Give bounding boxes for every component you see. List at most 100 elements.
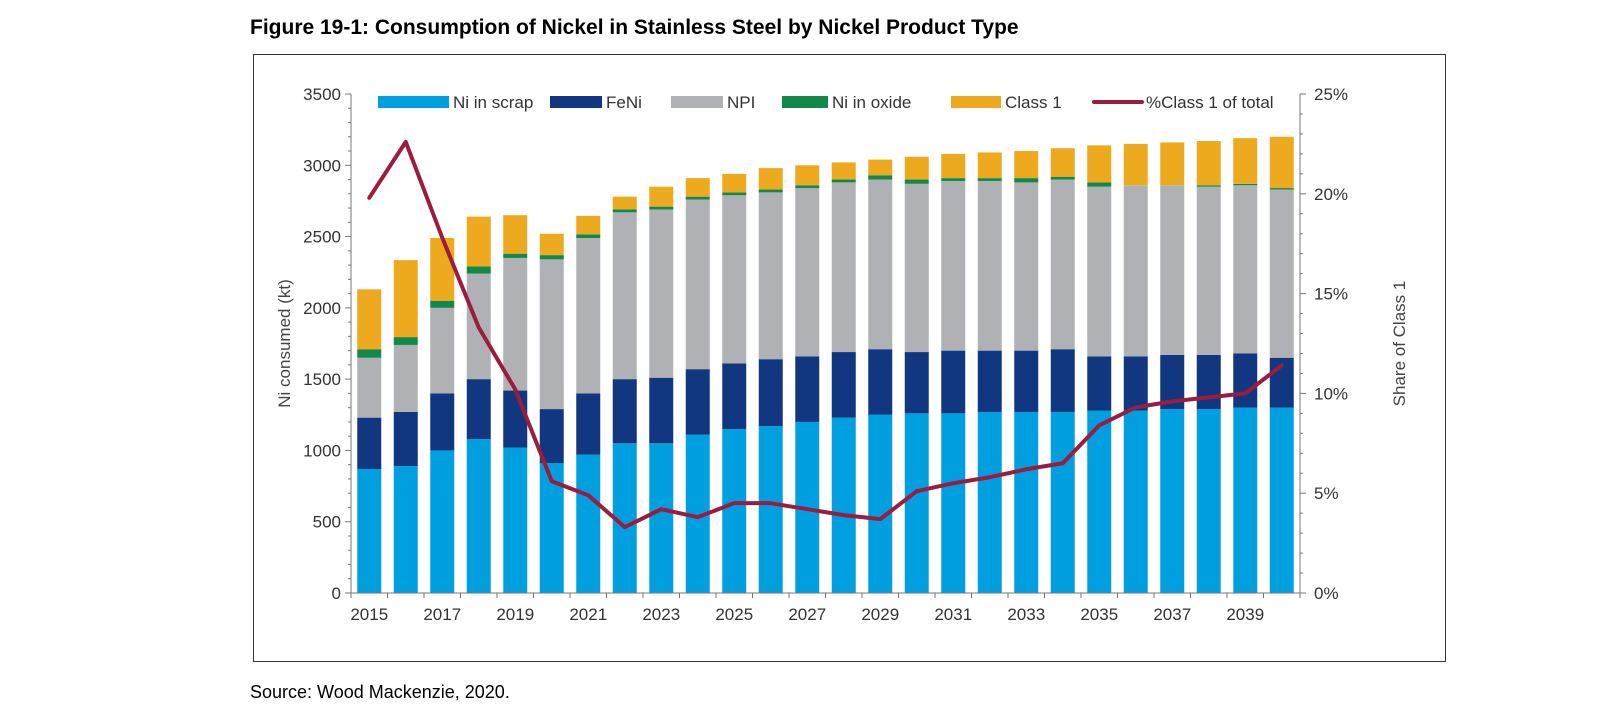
- bar-feni-2018: [466, 379, 491, 440]
- bar-class-1-2019: [503, 215, 528, 254]
- bar-feni-2023: [649, 377, 674, 444]
- y-tick-label: 3000: [303, 156, 341, 175]
- x-tick-label: 2031: [934, 605, 972, 624]
- bar-npi-2035: [1087, 186, 1112, 357]
- bar-ni-in-oxide-2034: [1050, 176, 1075, 180]
- bar-npi-2027: [795, 188, 820, 357]
- bar-npi-2017: [430, 307, 455, 394]
- bar-npi-2026: [758, 192, 783, 360]
- legend-label-feni: FeNi: [606, 93, 642, 112]
- legend-label-ni-in-oxide: Ni in oxide: [832, 93, 911, 112]
- y-tick-label: 3500: [303, 85, 341, 104]
- bar-class-1-2016: [393, 260, 418, 338]
- bar-class-1-2023: [649, 186, 674, 207]
- y2-tick-label: 15%: [1314, 285, 1348, 304]
- bar-ni-in-oxide-2027: [795, 185, 820, 189]
- x-tick-label: 2033: [1007, 605, 1045, 624]
- bar-feni-2022: [612, 379, 637, 444]
- bar-feni-2025: [722, 363, 747, 430]
- bar-class-1-2022: [612, 196, 637, 210]
- y-tick-label: 0: [332, 584, 341, 603]
- bar-class-1-2015: [357, 289, 382, 350]
- x-tick-label: 2037: [1153, 605, 1191, 624]
- bar-npi-2040: [1269, 189, 1294, 358]
- bar-ni-in-oxide-2039: [1233, 183, 1258, 186]
- bar-feni-2021: [576, 393, 601, 455]
- bar-ni-in-oxide-2020: [539, 255, 564, 260]
- bar-ni-in-scrap-2035: [1087, 410, 1112, 593]
- legend-label--class-1-of-total: %Class 1 of total: [1146, 93, 1274, 112]
- x-tick-label: 2035: [1080, 605, 1118, 624]
- bar-class-1-2035: [1087, 145, 1112, 183]
- bar-ni-in-scrap-2039: [1233, 407, 1258, 593]
- bar-feni-2027: [795, 356, 820, 422]
- bar-feni-2020: [539, 409, 564, 464]
- chart: 0 500 1000 1500 2000 2500 3000 3500 0% 5% 10% 15% 20…: [275, 85, 1409, 624]
- bar-npi-2029: [868, 179, 893, 350]
- bar-npi-2023: [649, 209, 674, 378]
- bar-ni-in-scrap-2017: [430, 450, 455, 593]
- bar-class-1-2039: [1233, 138, 1258, 184]
- y2-tick-label: 20%: [1314, 185, 1348, 204]
- legend-label-ni-in-scrap: Ni in scrap: [453, 93, 533, 112]
- bar-class-1-2036: [1123, 143, 1148, 186]
- bar-npi-2030: [904, 183, 929, 353]
- bar-npi-2020: [539, 259, 564, 410]
- bar-class-1-2029: [868, 159, 893, 176]
- bar-feni-2032: [977, 350, 1002, 412]
- bar-feni-2035: [1087, 356, 1112, 411]
- legend-label-npi: NPI: [727, 93, 755, 112]
- bar-ni-in-oxide-2015: [357, 349, 382, 358]
- bar-npi-2016: [393, 344, 418, 412]
- bar-npi-2038: [1196, 186, 1221, 355]
- x-tick-label: 2025: [715, 605, 753, 624]
- bar-feni-2019: [503, 390, 528, 448]
- bar-ni-in-oxide-2022: [612, 209, 637, 213]
- y-tick-label: 1500: [303, 370, 341, 389]
- bar-ni-in-oxide-2033: [1014, 178, 1039, 183]
- bar-ni-in-scrap-2023: [649, 443, 674, 593]
- bar-ni-in-scrap-2026: [758, 426, 783, 593]
- bar-ni-in-scrap-2031: [941, 413, 966, 593]
- x-tick-label: 2015: [350, 605, 388, 624]
- figure-title: Figure 19-1: Consumption of Nickel in St…: [250, 16, 1019, 39]
- bar-feni-2039: [1233, 353, 1258, 408]
- bar-ni-in-scrap-2016: [393, 466, 418, 593]
- bar-class-1-2030: [904, 156, 929, 180]
- bar-ni-in-oxide-2030: [904, 179, 929, 184]
- bar-npi-2022: [612, 212, 637, 380]
- bar-ni-in-scrap-2038: [1196, 409, 1221, 593]
- y2-tick-label: 5%: [1314, 484, 1339, 503]
- bar-ni-in-scrap-2015: [357, 468, 382, 593]
- bar-ni-in-scrap-2033: [1014, 411, 1039, 593]
- legend-swatch-ni-in-scrap: [378, 96, 449, 108]
- bar-class-1-2026: [758, 168, 783, 190]
- bar-class-1-2027: [795, 165, 820, 186]
- bar-npi-2031: [941, 180, 966, 351]
- y-axis-title: Ni consumed (kt): [275, 279, 294, 407]
- bar-feni-2031: [941, 350, 966, 414]
- bar-feni-2026: [758, 359, 783, 427]
- bar-ni-in-oxide-2023: [649, 206, 674, 210]
- bar-npi-2032: [977, 180, 1002, 351]
- x-tick-label: 2029: [861, 605, 899, 624]
- bar-feni-2038: [1196, 354, 1221, 410]
- bar-ni-in-oxide-2031: [941, 178, 966, 181]
- x-tick-label: 2023: [642, 605, 680, 624]
- bar-class-1-2025: [722, 173, 747, 193]
- bar-npi-2034: [1050, 179, 1075, 350]
- bar-class-1-2032: [977, 152, 1002, 179]
- bar-ni-in-scrap-2018: [466, 439, 491, 593]
- bar-class-1-2028: [831, 162, 856, 180]
- legend-swatch-npi: [671, 96, 723, 108]
- y2-tick-label: 10%: [1314, 384, 1348, 403]
- bar-ni-in-oxide-2017: [430, 300, 455, 308]
- bar-npi-2037: [1160, 185, 1185, 355]
- chart-frame: 0 500 1000 1500 2000 2500 3000 3500 0% 5% 10% 15% 20…: [253, 54, 1446, 662]
- bar-class-1-2024: [685, 178, 710, 197]
- bar-ni-in-oxide-2038: [1196, 185, 1221, 187]
- legend-swatch-class-1: [951, 96, 1001, 108]
- bar-class-1-2021: [576, 215, 601, 235]
- bar-ni-in-scrap-2036: [1123, 410, 1148, 593]
- x-tick-label: 2019: [496, 605, 534, 624]
